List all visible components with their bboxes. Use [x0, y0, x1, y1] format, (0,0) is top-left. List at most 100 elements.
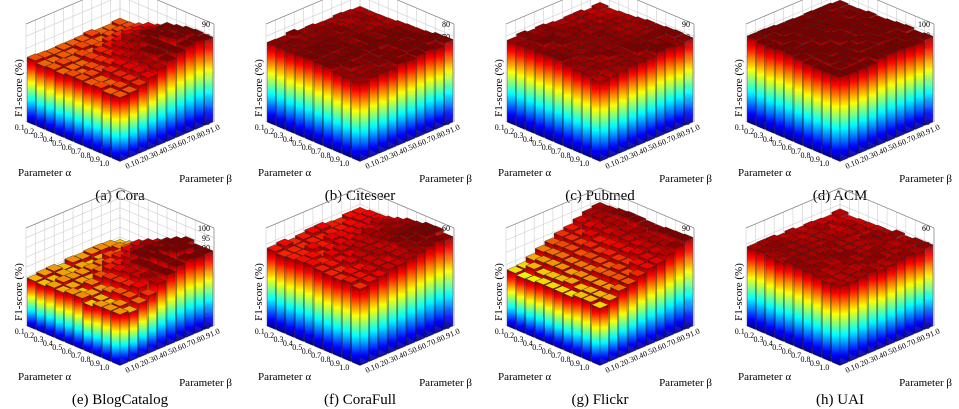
- subplot-caption: (f) CoraFull: [324, 392, 396, 408]
- beta-tick: 0.4: [392, 147, 405, 159]
- beta-tick: 0.8: [190, 335, 203, 347]
- alpha-tick: 0.1: [735, 123, 745, 132]
- beta-axis-label: Parameter β: [659, 173, 712, 185]
- alpha-tick: 0.1: [495, 327, 505, 336]
- alpha-tick: 0.7: [71, 147, 81, 156]
- beta-axis-label: Parameter β: [659, 377, 712, 389]
- alpha-tick: 0.8: [801, 151, 811, 160]
- subplot-7: 1020304050607080900.10.20.30.40.50.60.70…: [493, 187, 712, 408]
- y-axis-label: F1-score (%): [13, 263, 25, 321]
- alpha-tick: 0.2: [504, 331, 514, 340]
- beta-tick: 0.7: [420, 339, 433, 351]
- alpha-tick: 0.8: [81, 355, 91, 364]
- bar: [351, 76, 369, 162]
- beta-tick: 0.9: [199, 331, 212, 343]
- beta-tick: 0.1: [844, 159, 857, 171]
- beta-tick: 0.4: [872, 351, 885, 363]
- y-axis-label: F1-score (%): [253, 263, 265, 321]
- beta-tick: 0.2: [613, 359, 626, 371]
- subplot-caption: (g) Flickr: [571, 392, 628, 408]
- alpha-tick-labels: 0.1 0.2 0.3 0.4 0.5 0.6 0.7 0.8 0.9 1.0: [735, 123, 830, 168]
- beta-tick: 0.4: [632, 147, 645, 159]
- alpha-tick-labels: 0.1 0.2 0.3 0.4 0.5 0.6 0.7 0.8 0.9 1.0: [255, 327, 350, 372]
- alpha-tick: 1.0: [819, 159, 829, 168]
- beta-tick: 0.3: [623, 355, 636, 367]
- beta-tick: 0.7: [900, 339, 913, 351]
- bars: [506, 2, 694, 162]
- subplot-8: 01020304050600.10.20.30.40.50.60.70.80.9…: [733, 187, 952, 408]
- alpha-axis-label: Parameter α: [258, 371, 311, 383]
- beta-tick: 0.2: [853, 359, 866, 371]
- y-axis-label: F1-score (%): [493, 59, 505, 117]
- alpha-tick: 0.7: [791, 351, 801, 360]
- beta-tick: 0.1: [364, 363, 377, 375]
- alpha-tick: 0.4: [763, 135, 773, 144]
- beta-tick: 0.4: [872, 147, 885, 159]
- bars: [26, 17, 214, 162]
- beta-tick: 0.3: [623, 151, 636, 163]
- z-tick: 60: [442, 224, 450, 233]
- alpha-tick: 0.6: [62, 143, 72, 152]
- alpha-tick: 1.0: [819, 363, 829, 372]
- beta-tick: 0.8: [430, 131, 443, 143]
- alpha-tick: 0.3: [34, 131, 44, 140]
- alpha-tick: 0.1: [255, 327, 265, 336]
- alpha-tick: 0.3: [754, 131, 764, 140]
- alpha-tick: 1.0: [339, 363, 349, 372]
- beta-tick: 0.5: [641, 347, 654, 359]
- alpha-tick-labels: 0.1 0.2 0.3 0.4 0.5 0.6 0.7 0.8 0.9 1.0: [495, 123, 590, 168]
- beta-tick: 0.2: [853, 155, 866, 167]
- alpha-tick: 0.7: [311, 147, 321, 156]
- beta-tick: 1.0: [928, 327, 941, 339]
- beta-tick: 0.7: [420, 135, 433, 147]
- alpha-tick: 0.2: [264, 331, 274, 340]
- beta-tick: 0.2: [133, 155, 146, 167]
- alpha-tick: 0.3: [274, 335, 284, 344]
- beta-tick: 0.3: [863, 151, 876, 163]
- beta-tick: 0.5: [401, 143, 414, 155]
- beta-tick: 0.2: [613, 155, 626, 167]
- beta-tick: 0.9: [679, 127, 692, 139]
- subplot-2: 010203040506070800.10.20.30.40.50.60.70.…: [253, 0, 472, 204]
- alpha-tick: 0.5: [292, 139, 302, 148]
- alpha-tick: 0.9: [570, 155, 580, 164]
- alpha-tick: 0.5: [52, 139, 62, 148]
- beta-tick-labels: 0.10.20.30.40.50.60.70.80.91.0: [124, 327, 221, 375]
- beta-tick: 0.5: [881, 347, 894, 359]
- beta-tick: 0.4: [152, 351, 165, 363]
- z-tick: 80: [442, 20, 450, 29]
- alpha-tick: 0.7: [791, 147, 801, 156]
- alpha-tick: 0.3: [514, 131, 524, 140]
- alpha-tick: 0.8: [561, 151, 571, 160]
- beta-tick: 0.3: [383, 151, 396, 163]
- beta-tick: 0.7: [660, 339, 673, 351]
- beta-tick: 1.0: [448, 123, 461, 135]
- beta-tick: 0.6: [891, 139, 904, 151]
- beta-tick: 0.6: [171, 139, 184, 151]
- subplot-caption: (e) BlogCatalog: [72, 392, 169, 408]
- subplot-caption: (h) UAI: [816, 392, 864, 408]
- beta-tick: 0.7: [660, 135, 673, 147]
- beta-tick-labels: 0.10.20.30.40.50.60.70.80.91.0: [364, 123, 461, 171]
- beta-axis-label: Parameter β: [899, 173, 952, 185]
- beta-tick: 0.5: [401, 347, 414, 359]
- alpha-tick: 0.4: [43, 339, 53, 348]
- alpha-tick: 0.3: [274, 131, 284, 140]
- alpha-tick: 0.5: [532, 139, 542, 148]
- z-tick: 95: [202, 234, 210, 243]
- alpha-tick: 0.7: [551, 147, 561, 156]
- bars: [506, 202, 694, 366]
- alpha-tick: 0.2: [504, 127, 514, 136]
- beta-tick: 0.2: [373, 155, 386, 167]
- beta-tick: 0.1: [124, 363, 137, 375]
- alpha-tick: 0.3: [754, 335, 764, 344]
- alpha-tick: 0.1: [495, 123, 505, 132]
- beta-tick: 0.6: [411, 343, 424, 355]
- alpha-tick: 0.9: [330, 155, 340, 164]
- beta-tick: 1.0: [688, 327, 701, 339]
- alpha-tick: 0.4: [763, 339, 773, 348]
- alpha-tick: 0.2: [264, 127, 274, 136]
- bar: [111, 307, 129, 366]
- beta-tick: 0.8: [910, 335, 923, 347]
